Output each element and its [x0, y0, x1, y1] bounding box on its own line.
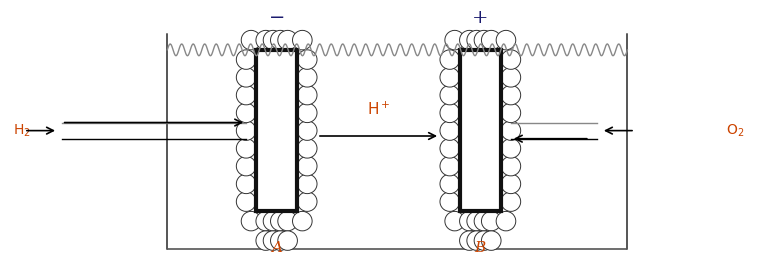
- Ellipse shape: [501, 50, 521, 69]
- Ellipse shape: [501, 139, 521, 158]
- Ellipse shape: [501, 85, 521, 105]
- Ellipse shape: [474, 231, 494, 250]
- Ellipse shape: [501, 68, 521, 87]
- Ellipse shape: [236, 192, 256, 211]
- Text: +: +: [472, 8, 488, 27]
- Bar: [256, 50, 298, 211]
- Ellipse shape: [270, 30, 290, 50]
- Ellipse shape: [298, 174, 317, 194]
- Ellipse shape: [298, 103, 317, 123]
- Ellipse shape: [298, 50, 317, 69]
- Ellipse shape: [236, 156, 256, 176]
- Ellipse shape: [481, 211, 501, 231]
- Ellipse shape: [263, 231, 283, 250]
- Ellipse shape: [236, 103, 256, 123]
- Ellipse shape: [236, 174, 256, 194]
- Ellipse shape: [459, 231, 479, 250]
- Ellipse shape: [236, 121, 256, 140]
- Ellipse shape: [298, 85, 317, 105]
- Ellipse shape: [440, 85, 459, 105]
- Ellipse shape: [241, 30, 261, 50]
- Ellipse shape: [256, 211, 276, 231]
- Text: O$_2$: O$_2$: [726, 122, 744, 139]
- Ellipse shape: [496, 211, 516, 231]
- Ellipse shape: [440, 192, 459, 211]
- Ellipse shape: [501, 192, 521, 211]
- Text: A: A: [271, 241, 282, 255]
- Ellipse shape: [481, 231, 501, 250]
- Ellipse shape: [459, 30, 479, 50]
- Text: B: B: [475, 241, 486, 255]
- Ellipse shape: [440, 139, 459, 158]
- Ellipse shape: [501, 156, 521, 176]
- Ellipse shape: [236, 85, 256, 105]
- Ellipse shape: [496, 30, 516, 50]
- Ellipse shape: [278, 30, 298, 50]
- Ellipse shape: [467, 231, 487, 250]
- Ellipse shape: [445, 30, 465, 50]
- Text: −: −: [269, 8, 285, 27]
- Text: H$^+$: H$^+$: [366, 100, 391, 118]
- Ellipse shape: [256, 231, 276, 250]
- Ellipse shape: [236, 50, 256, 69]
- Ellipse shape: [440, 121, 459, 140]
- Ellipse shape: [440, 68, 459, 87]
- Ellipse shape: [501, 174, 521, 194]
- Ellipse shape: [445, 211, 465, 231]
- Ellipse shape: [501, 103, 521, 123]
- Ellipse shape: [440, 156, 459, 176]
- Ellipse shape: [236, 139, 256, 158]
- Ellipse shape: [278, 211, 298, 231]
- Ellipse shape: [298, 68, 317, 87]
- Ellipse shape: [241, 211, 261, 231]
- Ellipse shape: [501, 121, 521, 140]
- Ellipse shape: [236, 68, 256, 87]
- Bar: [459, 50, 501, 211]
- Ellipse shape: [474, 211, 494, 231]
- Text: H$_2$: H$_2$: [13, 122, 30, 139]
- Ellipse shape: [292, 211, 312, 231]
- Ellipse shape: [278, 231, 298, 250]
- Ellipse shape: [459, 211, 479, 231]
- Ellipse shape: [270, 211, 290, 231]
- Ellipse shape: [298, 192, 317, 211]
- Ellipse shape: [263, 30, 283, 50]
- Ellipse shape: [440, 103, 459, 123]
- Ellipse shape: [298, 121, 317, 140]
- Ellipse shape: [298, 156, 317, 176]
- Ellipse shape: [467, 30, 487, 50]
- Ellipse shape: [481, 30, 501, 50]
- Ellipse shape: [474, 30, 494, 50]
- Ellipse shape: [440, 50, 459, 69]
- Ellipse shape: [298, 139, 317, 158]
- Ellipse shape: [440, 174, 459, 194]
- Ellipse shape: [467, 211, 487, 231]
- Ellipse shape: [256, 30, 276, 50]
- Ellipse shape: [263, 211, 283, 231]
- Ellipse shape: [270, 231, 290, 250]
- Ellipse shape: [292, 30, 312, 50]
